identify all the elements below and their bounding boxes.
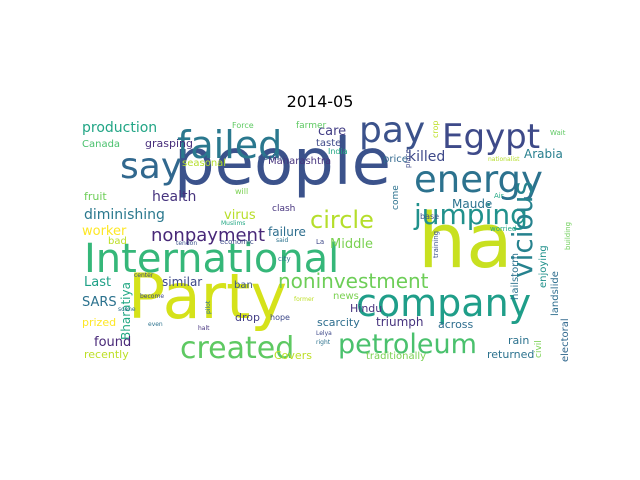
cloud-word: tendon — [176, 240, 197, 247]
cloud-word: hope — [270, 313, 290, 322]
cloud-word: say — [120, 146, 182, 187]
cloud-word: place — [404, 149, 412, 168]
cloud-word: across — [438, 318, 474, 331]
cloud-word: worker — [82, 224, 127, 239]
figure-title: 2014-05 — [286, 92, 354, 111]
cloud-word: fruit — [84, 190, 107, 203]
cloud-word: said — [276, 237, 288, 244]
cloud-word: building — [564, 222, 572, 250]
cloud-word: seasonal — [182, 158, 226, 169]
cloud-word: price — [383, 154, 408, 165]
cloud-word: Lelya — [316, 330, 332, 337]
cloud-word: similar — [162, 275, 202, 289]
cloud-word: center — [134, 272, 154, 279]
cloud-word: pay — [359, 118, 425, 151]
cloud-word: jumping — [413, 198, 528, 231]
cloud-word: SARS — [82, 295, 117, 310]
cloud-word: Wait — [550, 129, 566, 137]
cloud-word: scene — [118, 306, 136, 313]
cloud-word: drop — [235, 311, 260, 324]
cloud-word: ha — [418, 196, 513, 285]
cloud-word: worried — [490, 225, 516, 233]
cloud-word: circle — [310, 206, 374, 234]
cloud-word: noninvestment — [278, 269, 429, 293]
cloud-word: Last — [84, 275, 111, 290]
cloud-word: grasping — [145, 137, 193, 150]
cloud-word: Maharashtra — [268, 156, 331, 167]
cloud-word: recently — [84, 348, 129, 361]
cloud-word: ban — [234, 280, 253, 291]
cloud-word: economic — [220, 238, 254, 246]
cloud-word: diminishing — [84, 207, 165, 223]
cloud-word: will — [235, 187, 248, 196]
cloud-word: farmer — [296, 121, 327, 131]
cloud-word: former — [294, 296, 315, 303]
cloud-word: enjoying — [538, 245, 549, 288]
cloud-word: halt — [198, 325, 210, 332]
cloud-word: Party — [128, 260, 287, 333]
cloud-word: International — [84, 236, 339, 282]
cloud-word: hailstorm — [510, 253, 521, 300]
cloud-word: Air — [494, 192, 504, 200]
cloud-word: come — [391, 185, 401, 210]
cloud-word: landslide — [550, 271, 561, 316]
cloud-word: decline — [258, 153, 287, 162]
cloud-word: Arabia — [524, 147, 563, 161]
cloud-word: production — [82, 120, 157, 136]
cloud-word: Egypt — [442, 118, 540, 157]
cloud-word: found — [94, 335, 131, 350]
cloud-word: crop — [431, 121, 440, 138]
cloud-word: care — [318, 124, 346, 139]
cloud-word: base — [420, 212, 439, 221]
cloud-word: nonpayment — [151, 225, 265, 246]
cloud-word: Maude — [452, 197, 492, 211]
cloud-word: taste — [316, 138, 341, 149]
cloud-word: people — [174, 126, 391, 200]
cloud-word: India — [328, 147, 348, 156]
cloud-word: traditionally — [366, 351, 426, 362]
cloud-word: returned — [487, 348, 534, 361]
cloud-word: news — [333, 291, 359, 302]
word-cloud-canvas: peoplehaPartyInternationalcompanyfaileds… — [82, 118, 572, 364]
cloud-word: even — [148, 321, 163, 328]
cloud-word: La — [316, 238, 324, 246]
cloud-word: pilot — [205, 300, 212, 314]
cloud-word: nationalist — [488, 156, 520, 163]
cloud-word: clash — [272, 204, 295, 214]
cloud-word: created — [180, 331, 294, 364]
cloud-word: petroleum — [338, 329, 477, 360]
cloud-word: vicious — [506, 181, 539, 278]
cloud-word: Covers — [274, 349, 312, 362]
cloud-word: failure — [268, 225, 306, 239]
cloud-word: right — [316, 339, 331, 346]
cloud-word: Middle — [330, 237, 373, 252]
cloud-word: triumph — [376, 315, 424, 329]
cloud-word: killed — [408, 149, 445, 165]
cloud-word: energy — [414, 158, 543, 201]
cloud-word: Muslims — [221, 220, 245, 227]
cloud-word: Bharatiya — [119, 282, 133, 340]
cloud-word: Hindu — [350, 302, 382, 315]
cloud-word: rain — [508, 334, 529, 347]
cloud-word: Canada — [82, 139, 120, 150]
cloud-word: become — [140, 293, 164, 300]
cloud-word: scarcity — [317, 316, 360, 329]
cloud-word: failed — [177, 123, 282, 167]
cloud-word: electoral — [560, 318, 571, 362]
cloud-word: civil — [534, 340, 544, 358]
cloud-word: training — [432, 231, 440, 258]
cloud-word: prized — [82, 316, 116, 329]
cloud-word: bad — [108, 236, 127, 247]
cloud-word: city — [278, 255, 291, 263]
cloud-word: virus — [224, 208, 256, 223]
cloud-word: Force — [232, 121, 254, 130]
cloud-word: company — [356, 281, 531, 325]
word-cloud: people ha Party International company failed s… — [80, 118, 573, 364]
cloud-word: health — [152, 189, 196, 205]
